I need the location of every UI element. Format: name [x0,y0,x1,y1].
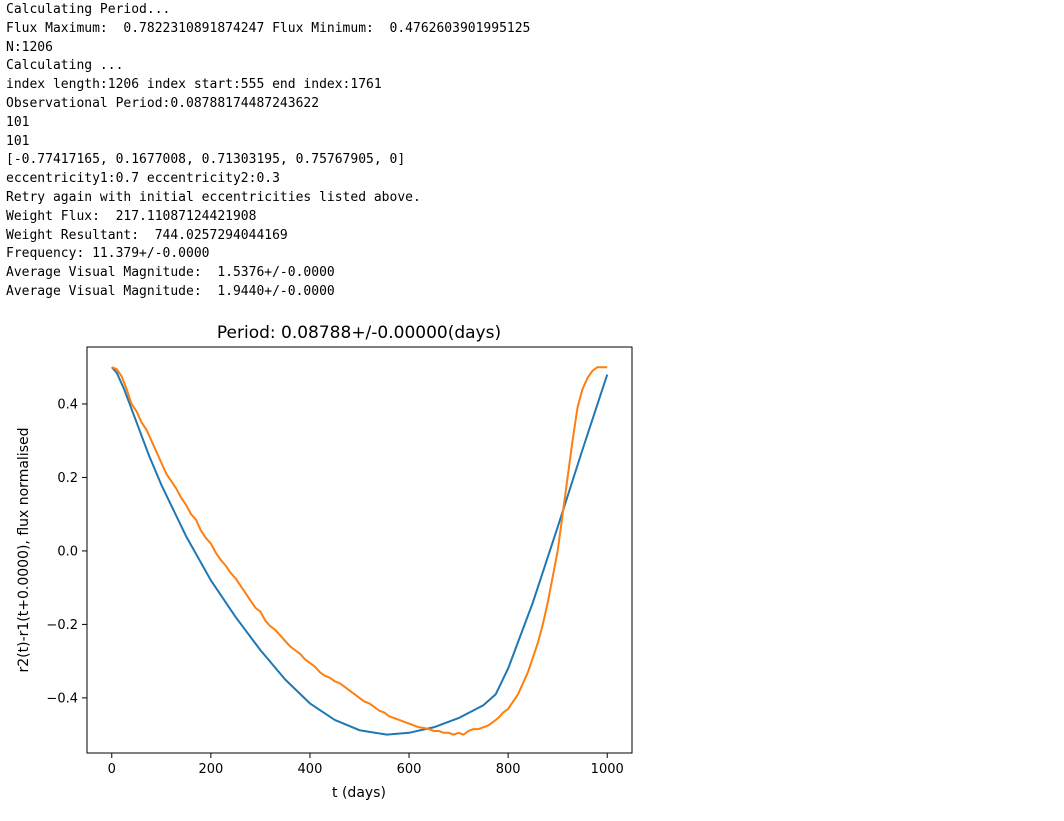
console-output: Calculating Period... Flux Maximum: 0.782… [6,1,530,302]
console-line: Weight Resultant: 744.0257294044169 [6,227,288,243]
x-tick-label: 200 [198,762,223,777]
x-tick-label: 800 [496,762,521,777]
console-line: Average Visual Magnitude: 1.5376+/-0.000… [6,265,335,281]
x-tick-label: 600 [397,762,422,777]
y-tick-label: 0.2 [57,471,78,486]
chart-title: Period: 0.08788+/-0.00000(days) [217,323,501,343]
y-axis-label: r2(t)-r1(t+0.0000), flux normalised [16,428,32,673]
x-tick-label: 0 [108,762,116,777]
series-line-2 [111,366,608,736]
console-line: Observational Period:0.08788174487243622 [6,95,320,111]
x-axis-label: t (days) [332,785,386,801]
plot-lines [111,366,609,736]
y-tick-label: 0.0 [57,544,78,559]
y-tick-label: −0.2 [46,618,78,633]
y-tick-label: −0.4 [46,691,78,706]
console-line: Weight Flux: 217.11087124421908 [6,208,257,224]
series-line-1 [111,366,609,736]
console-line: 101 [6,133,30,149]
x-tick-label: 400 [298,762,323,777]
console-line: Calculating Period... [6,2,171,17]
y-tick-label: 0.4 [57,397,78,412]
console-line: N:1206 [6,39,53,55]
console-line: index length:1206 index start:555 end in… [6,77,382,93]
console-line: Flux Maximum: 0.7822310891874247 Flux Mi… [6,20,531,36]
console-line: Retry again with initial eccentricities … [6,189,421,205]
x-axis-ticks: 0 200 400 600 800 1000 [108,753,624,777]
console-line: Calculating ... [6,58,124,74]
x-tick-label: 1000 [591,762,624,777]
period-chart: Period: 0.08788+/-0.00000(days) 0 200 400 6… [16,323,633,801]
console-line: 101 [6,114,30,130]
console-line: Average Visual Magnitude: 1.9440+/-0.000… [6,283,335,299]
plot-frame [86,346,633,754]
console-line: eccentricity1:0.7 eccentricity2:0.3 [6,171,280,187]
console-line: [-0.77417165, 0.1677008, 0.71303195, 0.7… [6,152,406,168]
console-line: Frequency: 11.379+/-0.0000 [6,246,210,262]
y-axis-ticks: −0.4 −0.2 0.0 0.2 0.4 [46,397,87,706]
